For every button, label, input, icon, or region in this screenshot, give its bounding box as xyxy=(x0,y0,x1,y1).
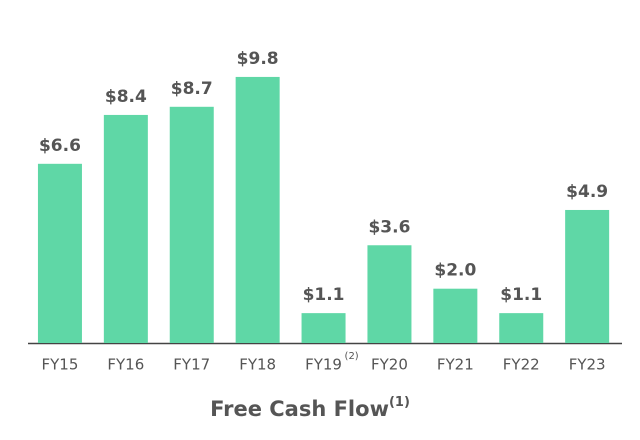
x-tick-label: FY15 xyxy=(42,356,79,374)
value-label: $6.6 xyxy=(39,136,81,156)
category-note: (2) xyxy=(345,351,359,362)
value-label: $8.7 xyxy=(171,79,213,99)
bar xyxy=(367,245,412,343)
x-tick-label: FY21 xyxy=(437,356,474,374)
value-label: $4.9 xyxy=(566,182,608,202)
value-label: $9.8 xyxy=(237,49,279,69)
bar xyxy=(433,288,478,343)
x-tick-label: FY20 xyxy=(371,356,408,374)
bar xyxy=(37,163,82,343)
x-tick-label: FY23 xyxy=(569,356,606,374)
title-note: (1) xyxy=(389,395,410,410)
x-tick-label: FY19 xyxy=(305,356,342,374)
bar xyxy=(565,209,610,343)
bar xyxy=(499,313,544,343)
bar xyxy=(301,313,346,343)
value-label: $3.6 xyxy=(368,217,410,237)
x-tick-label: FY17 xyxy=(173,356,210,374)
value-label: $8.4 xyxy=(105,87,147,107)
title-text: Free Cash Flow xyxy=(210,397,389,421)
x-tick-label: FY16 xyxy=(107,356,144,374)
value-label: $1.1 xyxy=(303,285,345,305)
chart-title: Free Cash Flow(1) xyxy=(210,395,410,422)
x-tick-label: FY18 xyxy=(239,356,276,374)
x-tick-label: FY22 xyxy=(503,356,540,374)
bar xyxy=(169,106,214,343)
value-label: $2.0 xyxy=(434,261,476,281)
bar xyxy=(235,76,280,344)
value-label: $1.1 xyxy=(500,285,542,305)
bar xyxy=(103,114,148,343)
